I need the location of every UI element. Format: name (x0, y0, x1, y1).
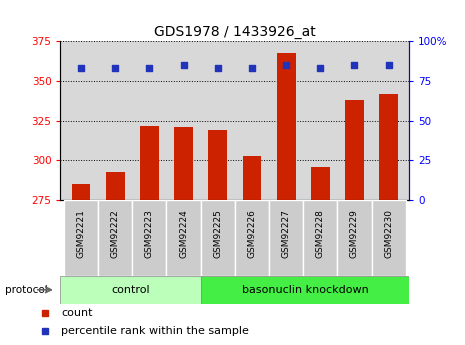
Text: GSM92228: GSM92228 (316, 209, 325, 258)
Title: GDS1978 / 1433926_at: GDS1978 / 1433926_at (154, 25, 316, 39)
FancyBboxPatch shape (60, 276, 200, 304)
Text: GSM92222: GSM92222 (111, 209, 120, 258)
Text: GSM92229: GSM92229 (350, 209, 359, 258)
Bar (345, 100, 364, 200)
Bar (174, 127, 193, 200)
FancyBboxPatch shape (98, 200, 132, 276)
Point (351, 62, 358, 68)
FancyBboxPatch shape (166, 200, 200, 276)
Text: GSM92223: GSM92223 (145, 209, 154, 258)
FancyBboxPatch shape (372, 200, 406, 276)
Bar (140, 126, 159, 200)
Bar (72, 184, 90, 200)
FancyBboxPatch shape (269, 200, 303, 276)
Text: protocol: protocol (5, 285, 47, 295)
Text: GSM92230: GSM92230 (384, 209, 393, 258)
FancyBboxPatch shape (235, 200, 269, 276)
Point (180, 62, 187, 68)
Bar (243, 156, 261, 200)
Text: GSM92227: GSM92227 (282, 209, 291, 258)
Bar (379, 94, 398, 200)
Point (112, 66, 119, 71)
Text: count: count (61, 308, 93, 318)
Point (317, 66, 324, 71)
Text: GSM92225: GSM92225 (213, 209, 222, 258)
Bar (106, 171, 125, 200)
FancyBboxPatch shape (64, 200, 98, 276)
Text: percentile rank within the sample: percentile rank within the sample (61, 326, 249, 335)
FancyBboxPatch shape (200, 276, 409, 304)
Point (214, 66, 221, 71)
Bar (208, 130, 227, 200)
Text: control: control (111, 285, 150, 295)
Text: GSM92221: GSM92221 (76, 209, 86, 258)
FancyBboxPatch shape (338, 200, 372, 276)
Text: GSM92226: GSM92226 (247, 209, 256, 258)
Point (77, 66, 85, 71)
Text: basonuclin knockdown: basonuclin knockdown (241, 285, 368, 295)
Point (248, 66, 256, 71)
Bar (277, 52, 296, 200)
Point (385, 62, 392, 68)
FancyBboxPatch shape (303, 200, 338, 276)
FancyBboxPatch shape (200, 200, 235, 276)
Text: GSM92224: GSM92224 (179, 209, 188, 258)
Point (146, 66, 153, 71)
Bar (311, 167, 330, 200)
Point (282, 62, 290, 68)
FancyBboxPatch shape (132, 200, 166, 276)
